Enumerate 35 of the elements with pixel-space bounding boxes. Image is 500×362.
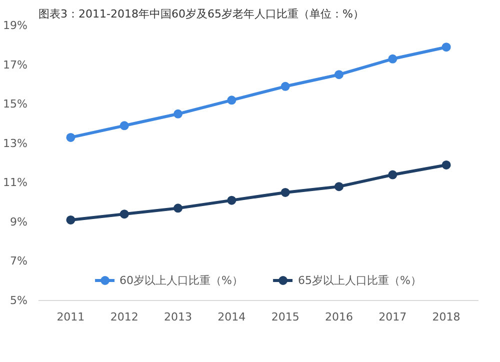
point — [280, 188, 290, 197]
point — [442, 160, 451, 170]
y-tick-label: 13% — [3, 136, 28, 150]
point — [227, 96, 236, 105]
y-tick-label: 15% — [3, 98, 28, 111]
y-tick-label: 11% — [3, 176, 28, 190]
y-tick-label: 17% — [3, 58, 28, 72]
chart-title: 图表3：2011-2018年中国60岁及65岁老年人口比重（单位：%） — [38, 8, 364, 20]
point — [280, 82, 290, 91]
point — [388, 170, 398, 180]
y-tick-label: 9% — [10, 215, 28, 228]
legend-label: 60岁以上人口比重（%） — [120, 272, 243, 288]
legend-label: 65岁以上人口比重（%） — [298, 272, 422, 288]
point — [66, 215, 76, 224]
x-tick-label: 2014 — [218, 310, 246, 324]
point — [120, 121, 129, 130]
point — [334, 70, 344, 80]
x-tick-label: 2017 — [378, 310, 407, 324]
point — [227, 196, 236, 205]
x-tick-label: 2015 — [271, 310, 300, 324]
point — [66, 132, 76, 142]
y-tick-label: 5% — [10, 294, 28, 307]
x-tick-label: 2011 — [56, 310, 85, 324]
y-tick-label: 7% — [10, 254, 28, 268]
y-tick-label: 19% — [3, 19, 28, 32]
x-tick-label: 2016 — [324, 310, 353, 324]
point — [334, 182, 344, 192]
point — [442, 42, 451, 52]
point — [174, 109, 183, 118]
point — [120, 210, 129, 219]
point — [388, 54, 398, 64]
x-tick-label: 2012 — [110, 310, 138, 324]
x-tick-label: 2018 — [432, 310, 460, 324]
x-tick-label: 2013 — [164, 310, 192, 324]
point — [174, 204, 183, 213]
